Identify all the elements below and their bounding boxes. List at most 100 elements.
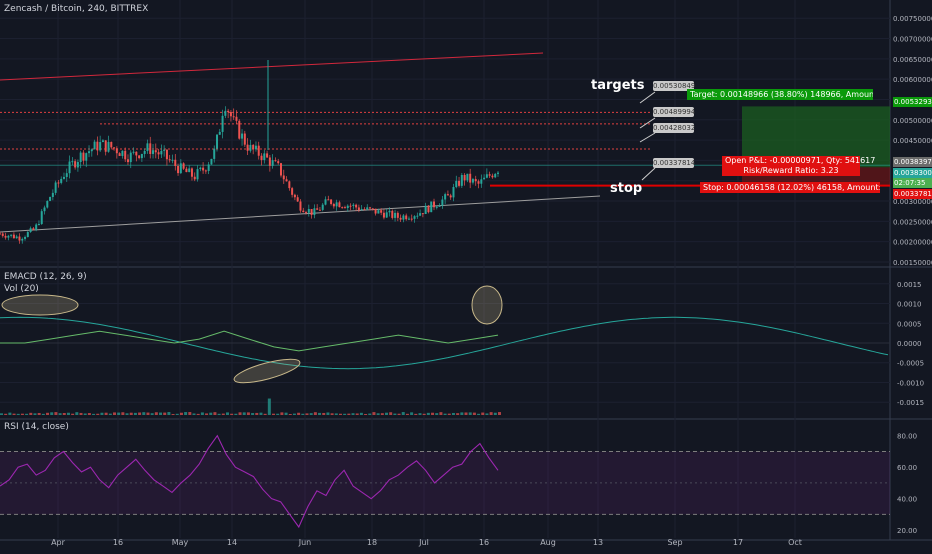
- candle-body: [391, 210, 394, 218]
- candle-body: [399, 217, 402, 220]
- candle-body: [57, 182, 60, 184]
- candle-body: [271, 160, 274, 166]
- badge-target: 0.00532938: [893, 97, 932, 107]
- volume-bar: [405, 413, 409, 415]
- candle-body: [154, 150, 157, 153]
- volume-bar: [171, 413, 175, 415]
- volume-bar: [179, 412, 183, 415]
- candle-body: [90, 149, 93, 152]
- candle-body: [229, 111, 232, 117]
- badge-entry: 0.00383001: [893, 168, 932, 178]
- volume-bar: [464, 412, 468, 415]
- candle-body: [254, 145, 257, 150]
- volume-bar: [364, 413, 368, 415]
- candle-body: [318, 209, 321, 211]
- badge-current: 02:07:35: [893, 178, 932, 188]
- candle-body: [232, 116, 235, 118]
- macd-label: EMACD (12, 26, 9): [4, 272, 87, 282]
- volume-bar: [33, 413, 37, 415]
- candle-body: [221, 115, 224, 132]
- volume-bar: [439, 412, 443, 415]
- volume-bar: [8, 412, 12, 415]
- volume-bar: [83, 413, 87, 415]
- volume-bar: [213, 412, 217, 415]
- candle-body: [474, 179, 477, 182]
- candle-body: [310, 208, 313, 215]
- x-tick-label: Apr: [51, 538, 66, 547]
- flag-stop[interactable]: 0.00337814: [653, 158, 696, 168]
- macd-highlight-1: [1, 294, 79, 316]
- volume-bar: [209, 412, 213, 415]
- volume-bar: [498, 412, 501, 415]
- volume-bar: [414, 413, 418, 415]
- candle-body: [93, 141, 96, 150]
- macd-pane[interactable]: [0, 285, 890, 415]
- volume-bar: [351, 413, 355, 415]
- candle-body: [452, 187, 455, 198]
- target-label[interactable]: Target: 0.00148966 (38.80%) 148966, Amou…: [687, 89, 873, 100]
- candle-body: [24, 236, 27, 239]
- candle-body: [199, 167, 202, 170]
- macd-y-tick-label: 0.0005: [897, 320, 922, 328]
- volume-bar: [251, 413, 255, 415]
- candle-body: [82, 152, 85, 161]
- chart-title: Zencash / Bitcoin, 240, BITTREX: [4, 4, 149, 14]
- rsi-pane[interactable]: [0, 434, 890, 529]
- volume-bar: [159, 412, 163, 415]
- volume-bar: [385, 412, 389, 415]
- volume-bar: [426, 412, 430, 415]
- candle-body: [113, 147, 116, 149]
- volume-bar: [246, 412, 250, 415]
- open-pnl-label[interactable]: Open P&L: -0.00000971, Qty: 541617 Risk/…: [722, 156, 875, 176]
- flag-target-3[interactable]: 0.00428032: [653, 123, 696, 133]
- candle-body: [88, 151, 91, 154]
- volume-bar: [230, 413, 234, 415]
- candle-body: [149, 143, 152, 154]
- candle-body: [121, 150, 124, 156]
- volume-bar: [401, 412, 405, 415]
- candle-body: [382, 212, 385, 218]
- candle-body: [196, 169, 199, 180]
- candle-body: [132, 151, 135, 153]
- grid: [0, 0, 932, 541]
- candle-body: [341, 207, 344, 209]
- candle-body: [402, 215, 405, 220]
- volume-bar: [380, 413, 384, 415]
- volume-bar: [322, 412, 326, 415]
- volume-bar: [129, 412, 133, 415]
- flag-target-1[interactable]: 0.00530849: [653, 81, 696, 91]
- volume-bar: [238, 412, 242, 415]
- candle-body: [449, 195, 452, 198]
- volume-bar: [284, 412, 288, 415]
- stop-position-label[interactable]: Stop: 0.00046158 (12.02%) 46158, Amount:…: [700, 182, 880, 193]
- candle-body: [324, 199, 327, 205]
- macd-y-tick-label: 0.0000: [897, 340, 922, 348]
- candle-body: [343, 207, 346, 209]
- volume-bar: [92, 413, 96, 415]
- x-tick-label: Oct: [788, 538, 802, 547]
- candle-body: [369, 207, 372, 209]
- candle-body: [110, 141, 113, 148]
- candle-body: [71, 161, 74, 163]
- candle-body: [497, 172, 499, 174]
- candle-body: [444, 194, 447, 200]
- volume-bar: [146, 412, 150, 415]
- candle-body: [218, 131, 221, 135]
- candle-body: [1, 233, 4, 236]
- flag-target-2[interactable]: 0.00489994: [653, 107, 696, 117]
- x-tick-label: 17: [733, 538, 743, 547]
- volume-bar: [100, 412, 104, 415]
- volume-bar: [71, 413, 75, 415]
- candle-body: [327, 199, 330, 201]
- price-y-tick-label: 0.00200000: [893, 239, 932, 247]
- x-tick-label: Sep: [667, 538, 682, 547]
- volume-bar: [418, 413, 422, 415]
- volume-bar: [29, 412, 33, 415]
- candle-body: [68, 161, 71, 174]
- candle-body: [107, 141, 110, 152]
- candle-body: [26, 232, 29, 237]
- candle-body: [129, 152, 132, 163]
- candle-body: [182, 163, 185, 169]
- volume-bar: [263, 413, 267, 415]
